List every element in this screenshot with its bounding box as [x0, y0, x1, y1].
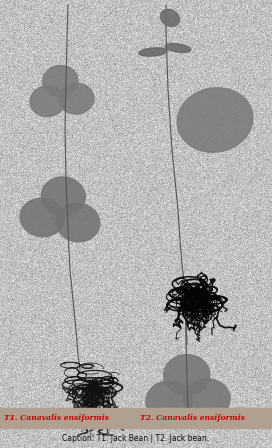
Polygon shape	[56, 203, 100, 242]
Polygon shape	[165, 43, 191, 52]
Polygon shape	[43, 65, 78, 96]
Bar	[0, 408, 272, 428]
Text: T2. Canavalis ensiformis: T2. Canavalis ensiformis	[140, 414, 245, 422]
Polygon shape	[177, 88, 253, 152]
Text: Caption: T1. Jack Bean | T2. Jack bean.: Caption: T1. Jack Bean | T2. Jack bean.	[63, 434, 209, 443]
Polygon shape	[20, 198, 64, 237]
Polygon shape	[163, 355, 210, 395]
Polygon shape	[184, 379, 230, 419]
Text: T1. Canavalis ensiformis: T1. Canavalis ensiformis	[4, 414, 109, 422]
Polygon shape	[59, 83, 94, 114]
Polygon shape	[30, 86, 65, 116]
Polygon shape	[160, 9, 180, 26]
Polygon shape	[41, 177, 85, 215]
Polygon shape	[146, 381, 192, 421]
Polygon shape	[139, 48, 167, 56]
